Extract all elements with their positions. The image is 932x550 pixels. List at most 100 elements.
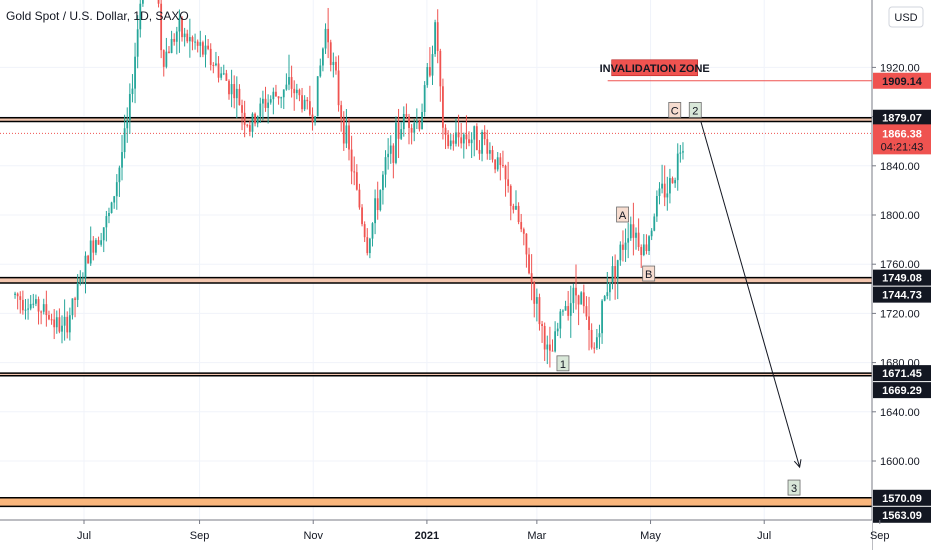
candle-body[interactable] <box>413 123 416 133</box>
candle-body[interactable] <box>415 121 418 124</box>
candle-body[interactable] <box>676 153 679 181</box>
candle-body[interactable] <box>63 316 66 326</box>
candle-body[interactable] <box>199 42 202 46</box>
candle-body[interactable] <box>345 125 348 144</box>
candle-body[interactable] <box>564 306 567 311</box>
candle-body[interactable] <box>183 33 186 38</box>
candles[interactable] <box>14 0 684 368</box>
candle-body[interactable] <box>444 127 447 135</box>
candle-body[interactable] <box>89 240 92 264</box>
candle-body[interactable] <box>609 282 611 293</box>
candle-body[interactable] <box>68 315 71 333</box>
wave-label-3[interactable]: 3 <box>787 479 801 496</box>
candle-body[interactable] <box>663 183 666 198</box>
projection-arrow-line[interactable] <box>700 121 801 468</box>
candle-body[interactable] <box>366 237 369 254</box>
candle-body[interactable] <box>361 207 363 225</box>
candle-body[interactable] <box>648 236 650 251</box>
candle-body[interactable] <box>655 196 658 217</box>
candle-body[interactable] <box>337 70 340 106</box>
candle-body[interactable] <box>603 296 606 301</box>
candle-body[interactable] <box>235 88 238 99</box>
candle-body[interactable] <box>590 329 593 348</box>
candle-body[interactable] <box>462 134 465 144</box>
candle-body[interactable] <box>421 112 423 130</box>
candle-body[interactable] <box>220 73 223 78</box>
candle-body[interactable] <box>442 86 444 128</box>
candle-body[interactable] <box>264 98 267 108</box>
candle-body[interactable] <box>358 189 361 208</box>
candle-body[interactable] <box>262 98 264 104</box>
candle-body[interactable] <box>509 185 512 206</box>
candle-body[interactable] <box>572 287 575 304</box>
candle-body[interactable] <box>157 0 160 4</box>
candle-body[interactable] <box>311 114 314 123</box>
candle-body[interactable] <box>682 151 684 153</box>
candle-body[interactable] <box>118 167 121 183</box>
candle-body[interactable] <box>353 171 356 173</box>
candle-body[interactable] <box>217 63 220 78</box>
candle-body[interactable] <box>123 128 126 153</box>
candle-body[interactable] <box>374 198 376 224</box>
candle-body[interactable] <box>588 316 590 330</box>
candle-body[interactable] <box>494 159 497 170</box>
candle-body[interactable] <box>387 153 390 158</box>
candle-body[interactable] <box>113 196 116 203</box>
candle-body[interactable] <box>301 95 303 110</box>
candle-body[interactable] <box>496 157 499 170</box>
candle-body[interactable] <box>233 84 236 99</box>
candle-body[interactable] <box>674 180 677 184</box>
candle-body[interactable] <box>653 216 656 231</box>
candle-body[interactable] <box>24 309 27 311</box>
candle-body[interactable] <box>549 344 551 351</box>
candle-body[interactable] <box>196 41 199 46</box>
candle-body[interactable] <box>669 178 671 194</box>
candle-body[interactable] <box>188 37 191 42</box>
candle-body[interactable] <box>79 278 82 284</box>
candle-body[interactable] <box>342 118 345 144</box>
candle-body[interactable] <box>439 50 442 87</box>
candle-body[interactable] <box>314 116 316 123</box>
candle-body[interactable] <box>554 331 557 352</box>
candle-body[interactable] <box>100 240 103 245</box>
candle-body[interactable] <box>97 240 100 245</box>
candle-body[interactable] <box>350 149 353 172</box>
candle-body[interactable] <box>368 238 371 254</box>
currency-button[interactable]: USD <box>888 6 924 28</box>
candle-body[interactable] <box>465 134 468 140</box>
candle-body[interactable] <box>405 114 408 117</box>
candle-body[interactable] <box>134 56 136 89</box>
candle-body[interactable] <box>606 292 609 297</box>
candle-body[interactable] <box>209 48 212 65</box>
candle-body[interactable] <box>58 317 61 332</box>
candle-body[interactable] <box>84 255 87 278</box>
wave-label-b[interactable]: B <box>642 265 656 282</box>
candle-body[interactable] <box>468 139 470 144</box>
candle-body[interactable] <box>222 73 225 75</box>
candle-body[interactable] <box>191 37 194 42</box>
candle-body[interactable] <box>48 315 50 320</box>
candle-body[interactable] <box>533 282 536 304</box>
candle-body[interactable] <box>121 152 123 168</box>
candle-body[interactable] <box>71 298 74 316</box>
candle-body[interactable] <box>382 174 384 191</box>
candle-body[interactable] <box>170 38 173 53</box>
candle-body[interactable] <box>624 242 627 250</box>
candle-body[interactable] <box>436 22 439 51</box>
candle-body[interactable] <box>27 308 29 310</box>
candle-body[interactable] <box>486 139 489 154</box>
candle-body[interactable] <box>319 65 322 77</box>
candle-body[interactable] <box>21 299 24 311</box>
candle-body[interactable] <box>661 183 663 189</box>
candle-body[interactable] <box>136 29 139 57</box>
time-axis[interactable]: Jul Sep Nov 2021 Mar May Jul Sep <box>0 519 890 550</box>
candle-body[interactable] <box>348 125 350 150</box>
candle-body[interactable] <box>280 97 283 99</box>
candle-body[interactable] <box>551 350 554 352</box>
candle-body[interactable] <box>53 319 56 328</box>
candle-body[interactable] <box>238 88 241 106</box>
candle-body[interactable] <box>423 85 426 113</box>
candle-body[interactable] <box>593 347 596 349</box>
candle-body[interactable] <box>95 240 97 253</box>
